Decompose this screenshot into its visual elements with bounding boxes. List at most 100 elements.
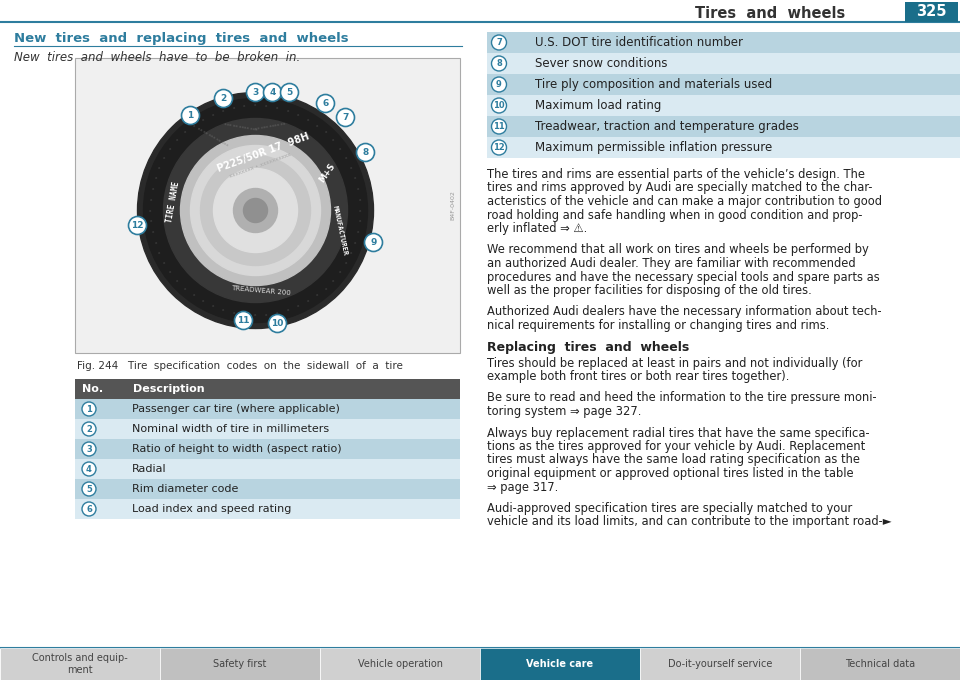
FancyBboxPatch shape (487, 137, 960, 158)
Text: 4: 4 (86, 464, 92, 473)
Text: x: x (184, 131, 186, 135)
Text: x: x (354, 241, 356, 245)
Text: xx xx xxx xx xxx: xx xx xxx xx xxx (197, 126, 229, 148)
FancyBboxPatch shape (480, 648, 640, 680)
Text: x: x (265, 104, 268, 108)
Circle shape (234, 311, 252, 330)
Text: 10: 10 (272, 319, 284, 328)
Text: Rim diameter code: Rim diameter code (132, 484, 238, 494)
Circle shape (317, 95, 334, 112)
Text: Safety first: Safety first (213, 659, 267, 669)
Text: Authorized Audi dealers have the necessary information about tech-: Authorized Audi dealers have the necessa… (487, 305, 881, 318)
FancyBboxPatch shape (487, 116, 960, 137)
Text: x: x (276, 311, 278, 316)
FancyBboxPatch shape (487, 53, 960, 74)
Text: Treadwear, traction and temperature grades: Treadwear, traction and temperature grad… (535, 120, 799, 133)
Text: x: x (222, 308, 225, 312)
Circle shape (82, 422, 96, 436)
Text: M+S: M+S (318, 161, 337, 184)
Text: tires must always have the same load rating specification as the: tires must always have the same load rat… (487, 454, 860, 466)
Text: x: x (332, 138, 335, 142)
Circle shape (213, 169, 298, 252)
Text: x: x (359, 220, 361, 224)
Text: x: x (155, 241, 156, 245)
Text: x: x (265, 313, 268, 317)
Text: xxx xx xxxx xxx: xxx xx xxxx xxx (224, 122, 257, 132)
Text: We recommend that all work on tires and wheels be performed by: We recommend that all work on tires and … (487, 243, 869, 256)
Circle shape (163, 118, 348, 303)
Circle shape (280, 84, 299, 101)
Text: vehicle and its load limits, and can contribute to the important road-►: vehicle and its load limits, and can con… (487, 515, 892, 528)
Text: x: x (232, 106, 235, 109)
Text: x: x (232, 311, 235, 316)
Text: 6: 6 (323, 99, 328, 108)
Text: Always buy replacement radial tires that have the same specifica-: Always buy replacement radial tires that… (487, 426, 870, 439)
Text: TIRE NAME: TIRE NAME (165, 182, 181, 224)
Circle shape (190, 146, 321, 275)
FancyBboxPatch shape (75, 379, 460, 399)
Text: x: x (350, 166, 352, 170)
Text: x: x (339, 270, 342, 274)
Text: 7: 7 (496, 38, 502, 47)
FancyBboxPatch shape (487, 95, 960, 116)
Text: 6: 6 (86, 505, 92, 513)
Text: 1: 1 (187, 111, 194, 120)
Text: x: x (222, 109, 225, 113)
Text: 7: 7 (343, 113, 348, 122)
Text: x: x (152, 187, 154, 190)
Text: Tire ply composition and materials used: Tire ply composition and materials used (535, 78, 772, 91)
Text: example both front tires or both rear tires together).: example both front tires or both rear ti… (487, 370, 789, 383)
Text: an authorized Audi dealer. They are familiar with recommended: an authorized Audi dealer. They are fami… (487, 257, 855, 270)
Text: x: x (297, 113, 300, 116)
Text: x: x (163, 261, 166, 265)
FancyBboxPatch shape (75, 479, 460, 499)
Text: 11: 11 (237, 316, 250, 325)
Circle shape (492, 98, 507, 113)
Text: xxxxxxxx • xxxxxxxxxx: xxxxxxxx • xxxxxxxxxx (228, 152, 292, 179)
Circle shape (263, 84, 281, 101)
Text: Controls and equip-
ment: Controls and equip- ment (32, 653, 128, 675)
Text: 8: 8 (496, 59, 502, 68)
Text: MANUFACTURER: MANUFACTURER (332, 205, 348, 256)
Text: Nominal width of tire in millimeters: Nominal width of tire in millimeters (132, 424, 329, 434)
Text: 12: 12 (132, 221, 144, 230)
Text: Radial: Radial (132, 464, 167, 474)
Text: Load index and speed rating: Load index and speed rating (132, 504, 292, 514)
Text: tions as the tires approved for your vehicle by Audi. Replacement: tions as the tires approved for your veh… (487, 440, 865, 453)
Text: x: x (211, 305, 214, 309)
Text: x: x (324, 286, 327, 290)
FancyBboxPatch shape (160, 648, 320, 680)
Circle shape (82, 462, 96, 476)
Text: x: x (357, 187, 359, 190)
Text: 2: 2 (221, 94, 227, 103)
Text: x: x (276, 106, 278, 109)
Text: 1: 1 (86, 405, 92, 413)
Text: x: x (243, 313, 246, 317)
Text: 8: 8 (362, 148, 369, 157)
Text: x: x (152, 231, 154, 235)
FancyBboxPatch shape (640, 648, 800, 680)
Circle shape (244, 199, 268, 222)
FancyBboxPatch shape (487, 32, 960, 53)
Text: Technical data: Technical data (845, 659, 915, 669)
Text: x: x (287, 308, 289, 312)
Text: x: x (150, 197, 153, 201)
Text: x: x (307, 118, 309, 122)
Text: P225/50R 17  98H: P225/50R 17 98H (216, 131, 311, 174)
Circle shape (201, 156, 310, 265)
Circle shape (82, 402, 96, 416)
Text: No.: No. (82, 384, 103, 394)
Text: x: x (287, 109, 289, 113)
Text: Maximum load rating: Maximum load rating (535, 99, 661, 112)
Text: x: x (297, 305, 300, 309)
Circle shape (269, 314, 286, 333)
Text: tires and rims approved by Audi are specially matched to the char-: tires and rims approved by Audi are spec… (487, 182, 873, 194)
Text: 9: 9 (371, 238, 376, 247)
Circle shape (180, 135, 330, 286)
FancyBboxPatch shape (75, 399, 460, 419)
Text: 10: 10 (493, 101, 505, 110)
Text: 325: 325 (916, 5, 947, 20)
Text: x: x (149, 209, 152, 212)
Text: x: x (163, 156, 166, 160)
Text: toring system ⇒ page 327.: toring system ⇒ page 327. (487, 405, 641, 418)
